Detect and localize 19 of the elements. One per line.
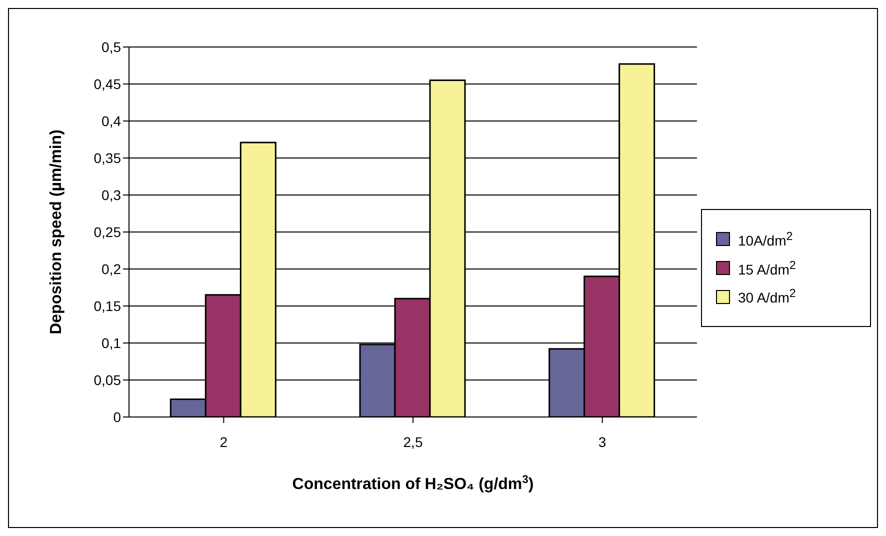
legend-label: 15 A/dm$^{2}$ <box>738 258 796 278</box>
y-tick-label: 0,1 <box>102 334 122 351</box>
y-tick-label: 0,45 <box>94 76 122 92</box>
x-axis-title: Concentration of H₂SO₄ (g/dm$^{3}$) <box>292 474 534 493</box>
y-tick-label: 0,2 <box>102 260 122 277</box>
y-tick-label: 0,25 <box>94 224 122 240</box>
y-tick-label: 0,5 <box>102 38 122 55</box>
y-tick-label: 0,35 <box>94 150 122 166</box>
y-tick-label: 0,05 <box>94 372 122 388</box>
y-tick-label: 0,3 <box>102 186 122 203</box>
legend-label: 30 A/dm$^{2}$ <box>738 287 796 306</box>
x-tick-label: 3 <box>598 434 606 450</box>
legend-label: 10A/dm$^{2}$ <box>738 230 793 249</box>
x-tick-label: 2 <box>220 434 228 450</box>
y-tick-label: 0 <box>113 408 122 425</box>
y-tick-label: 0,15 <box>94 298 122 314</box>
x-tick-label: 2,5 <box>403 434 423 450</box>
y-axis-title: Deposition speed (µm/min) <box>48 130 65 334</box>
y-tick-label: 0,4 <box>102 112 122 129</box>
